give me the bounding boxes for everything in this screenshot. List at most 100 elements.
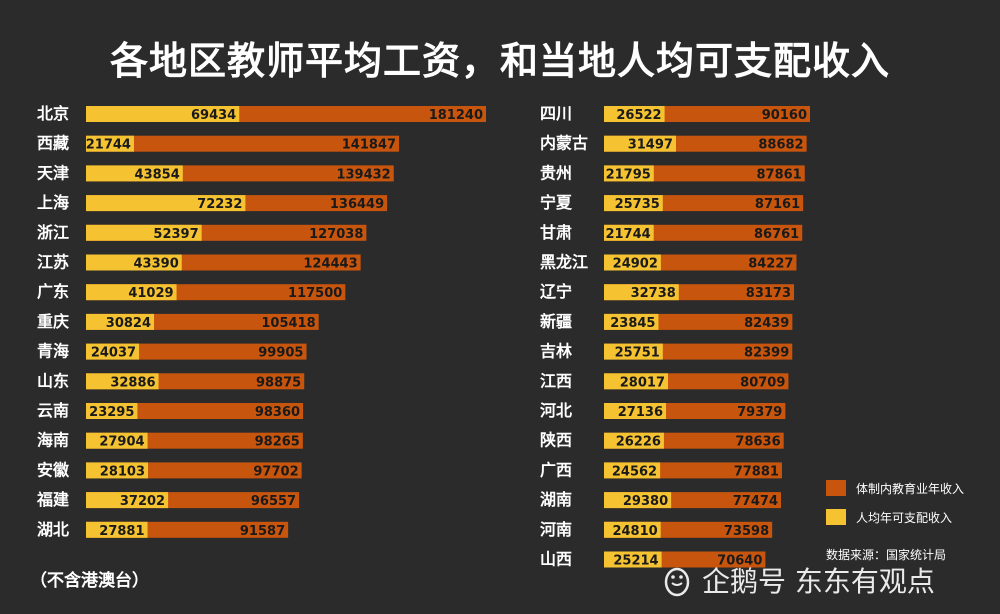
disposable-income-label: 23845 [610,316,655,331]
disposable-income-label: 25214 [613,554,658,569]
region-label: 贵州 [540,163,572,182]
disposable-income-bar [86,106,240,122]
disposable-income-bar [604,403,667,419]
disposable-income-label: 21795 [606,167,651,182]
region-label: 福建 [36,490,69,509]
region-label: 云南 [37,401,69,420]
legend-label-disposable: 人均年可支配收入 [856,510,953,525]
disposable-income-label: 24902 [613,257,658,272]
disposable-income-label: 28103 [100,464,145,479]
disposable-income-bar [604,135,676,152]
disposable-income-label: 21744 [605,227,650,242]
disposable-income-label: 72232 [197,197,242,212]
region-label: 青海 [37,342,69,361]
disposable-income-bar [604,373,669,390]
teacher-income-label: 90160 [762,108,807,123]
disposable-income-bar [86,521,148,538]
region-label: 内蒙古 [540,134,588,153]
disposable-income-bar [86,254,182,271]
data-source: 数据来源：国家统计局 [826,548,947,562]
disposable-income-label: 25735 [615,197,660,212]
teacher-income-bar [86,135,400,152]
disposable-income-label: 23295 [89,405,134,420]
teacher-income-label: 117500 [288,286,342,301]
disposable-income-label: 43390 [134,257,179,272]
penguin-icon [664,567,690,597]
teacher-income-label: 77881 [734,464,779,479]
disposable-income-label: 32738 [631,286,676,301]
disposable-income-bar [86,432,148,449]
disposable-income-label: 29380 [623,494,668,509]
teacher-income-label: 99905 [258,346,303,361]
teacher-income-label: 70640 [717,554,762,569]
disposable-income-bar [604,343,663,360]
region-label: 陕西 [540,431,572,450]
region-label: 新疆 [540,312,572,331]
region-label: 上海 [37,193,69,212]
watermark: 企鹅号 东东有观点 [660,560,935,600]
teacher-income-label: 80709 [740,375,785,390]
disposable-income-bar [86,313,155,330]
teacher-income-label: 78636 [735,435,780,450]
disposable-income-label: 37202 [120,494,165,509]
disposable-income-bar [604,521,661,538]
disposable-income-label: 21744 [86,138,131,153]
teacher-income-label: 77474 [733,494,778,509]
teacher-income-label: 79379 [737,405,782,420]
right-panel: 四川 26522 90160 内蒙古 31497 88682 贵州 21795 87861 宁夏 2… [540,104,810,569]
region-label: 天津 [37,163,69,182]
legend-item-teacher: 体制内教育业年收入 [826,478,964,498]
teacher-income-label: 84227 [748,257,793,272]
teacher-income-label: 136449 [330,197,384,212]
disposable-income-label: 43854 [135,167,180,182]
chart-title: 各地区教师平均工资，和当地人均可支配收入 [109,39,890,83]
teacher-income-label: 73598 [724,524,769,539]
disposable-income-bar [86,492,169,509]
disposable-income-label: 32886 [110,375,155,390]
teacher-income-label: 141847 [342,138,396,153]
teacher-income-label: 88682 [758,138,803,153]
disposable-income-label: 27136 [618,405,663,420]
disposable-income-bar [604,313,659,330]
teacher-income-label: 83173 [746,286,791,301]
disposable-income-label: 26226 [616,435,661,450]
legend-label-teacher: 体制内教育业年收入 [856,481,965,496]
disposable-income-bar [86,195,246,212]
disposable-income-bar [604,284,679,301]
region-label: 四川 [540,104,572,123]
teacher-income-bar [86,343,307,360]
teacher-income-label: 82399 [744,346,789,361]
disposable-income-bar [604,254,661,271]
disposable-income-bar [604,551,662,568]
disposable-income-label: 69434 [191,108,236,123]
disposable-income-label: 24810 [612,524,657,539]
teacher-income-label: 98265 [255,435,300,450]
teacher-income-bar [604,165,805,182]
disposable-income-bar [86,343,140,360]
teacher-income-label: 87161 [755,197,800,212]
teacher-income-label: 181240 [429,108,483,123]
disposable-income-label: 41029 [128,286,173,301]
teacher-income-label: 105418 [261,316,315,331]
disposable-income-bar [604,224,654,241]
disposable-income-bar [86,403,138,419]
disposable-income-label: 26522 [616,108,661,123]
disposable-income-bar [604,165,654,182]
region-label: 山西 [540,550,572,569]
teacher-income-label: 91587 [240,524,285,539]
region-label: 西藏 [37,134,69,153]
disposable-income-label: 30824 [106,316,151,331]
region-label: 重庆 [37,312,69,331]
disposable-income-bar [604,462,661,479]
region-label: 山东 [37,371,69,390]
disposable-income-label: 25751 [615,346,660,361]
teacher-income-label: 127038 [309,227,363,242]
region-label: 广西 [540,460,572,479]
disposable-income-bar [86,373,159,390]
disposable-income-bar [86,165,183,182]
disposable-income-label: 24037 [91,346,136,361]
region-label: 湖北 [37,520,69,539]
region-label: 河南 [540,520,572,539]
teacher-income-label: 82439 [744,316,789,331]
